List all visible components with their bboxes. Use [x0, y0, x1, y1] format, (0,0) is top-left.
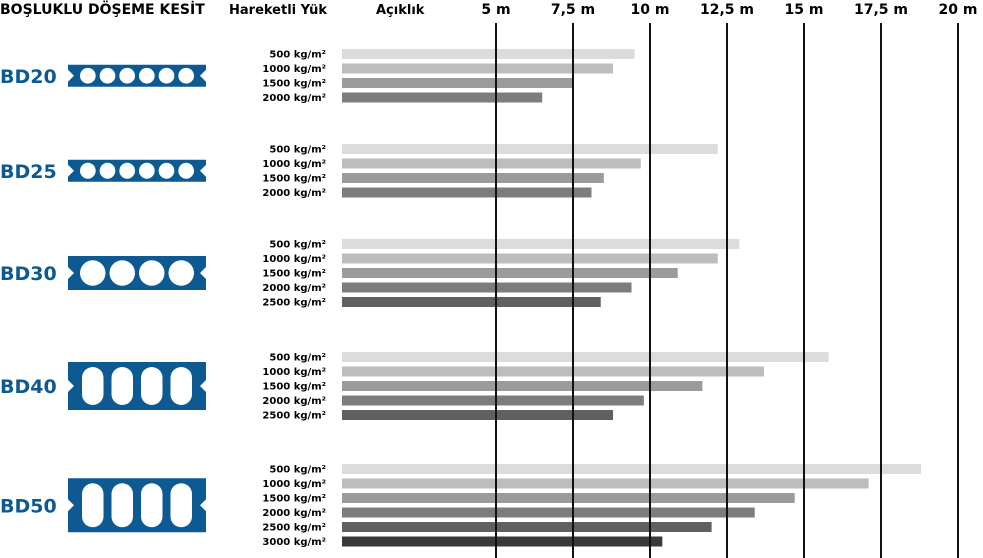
x-tick-label: 5 m	[481, 2, 510, 18]
span-bar	[342, 381, 703, 391]
load-label: 3000 kg/m²	[262, 537, 326, 548]
slab-void	[139, 162, 155, 179]
load-label: 1500 kg/m²	[262, 494, 326, 505]
load-label: 500 kg/m²	[269, 50, 326, 61]
x-tick-label: 20 m	[939, 2, 978, 18]
slab-void	[178, 162, 195, 179]
slab-void	[99, 67, 116, 84]
span-bar	[342, 366, 764, 377]
span-bar	[342, 282, 632, 293]
slab-void	[111, 367, 133, 405]
load-label: 1500 kg/m²	[262, 382, 326, 393]
load-label: 500 kg/m²	[269, 465, 326, 476]
span-bar	[342, 478, 869, 489]
slab-group-bd50: BD50 500 kg/m² 1000 kg/m² 1500 kg/m² 2000 kg…	[0, 464, 922, 548]
load-label: 1000 kg/m²	[262, 64, 326, 75]
load-label: 1000 kg/m²	[262, 254, 326, 265]
slab-group-bd30: BD30 500 kg/m² 1000 kg/m² 1500 kg/m² 2000 kg…	[0, 239, 740, 309]
slab-void	[80, 162, 96, 179]
slab-void	[82, 483, 104, 528]
span-bar	[342, 239, 740, 249]
span-bar	[342, 78, 573, 88]
slab-type-label: BD40	[0, 376, 57, 398]
section-header: BOŞLUKLU DÖŞEME KESİT	[0, 0, 205, 18]
slab-void	[80, 67, 96, 84]
load-label: 2000 kg/m²	[262, 93, 326, 104]
x-tick-label: 7,5 m	[551, 2, 595, 18]
x-tick-label: 15 m	[785, 2, 824, 18]
load-label: 2500 kg/m²	[262, 298, 326, 309]
slab-void	[170, 367, 192, 405]
load-label: 1000 kg/m²	[262, 159, 326, 170]
load-label: 2000 kg/m²	[262, 188, 326, 199]
slab-group-bd40: BD40 500 kg/m² 1000 kg/m² 1500 kg/m² 2000 kg…	[0, 352, 829, 422]
span-bar	[342, 410, 614, 420]
span-bar	[342, 522, 712, 532]
slab-type-label: BD25	[0, 161, 57, 183]
span-bar	[342, 253, 718, 264]
load-label: 1000 kg/m²	[262, 367, 326, 378]
load-label: 1500 kg/m²	[262, 174, 326, 185]
slab-group-bd25: BD25 500 kg/m² 1000 kg/m² 1500 kg/m² 2000 kg…	[0, 144, 718, 199]
slab-void	[170, 483, 192, 528]
slab-void	[141, 367, 163, 405]
span-bar	[342, 92, 543, 103]
load-label: 500 kg/m²	[269, 145, 326, 156]
span-bar	[342, 395, 644, 406]
slab-void	[168, 260, 194, 286]
load-label: 1000 kg/m²	[262, 479, 326, 490]
slab-groups: BD20 500 kg/m² 1000 kg/m² 1500 kg/m² 2000 kg…	[0, 49, 922, 548]
load-label: 2000 kg/m²	[262, 396, 326, 407]
span-bar	[342, 507, 755, 518]
load-label: 2500 kg/m²	[262, 523, 326, 534]
slab-group-bd20: BD20 500 kg/m² 1000 kg/m² 1500 kg/m² 2000 kg…	[0, 49, 635, 104]
load-label: 2500 kg/m²	[262, 411, 326, 422]
slab-void	[111, 483, 133, 528]
slab-void	[158, 67, 175, 84]
load-label: 500 kg/m²	[269, 353, 326, 364]
slab-void	[119, 162, 135, 179]
slab-void	[119, 67, 135, 84]
span-bar	[342, 536, 663, 547]
slab-void	[158, 162, 175, 179]
span-header: Açıklık	[376, 3, 425, 18]
span-bar	[342, 352, 829, 362]
slab-void	[139, 67, 155, 84]
x-tick-label: 10 m	[631, 2, 670, 18]
slab-void	[139, 260, 165, 286]
load-label: 1500 kg/m²	[262, 269, 326, 280]
span-bar	[342, 493, 795, 503]
load-label: 2000 kg/m²	[262, 283, 326, 294]
span-bar	[342, 297, 601, 307]
span-bar	[342, 144, 718, 154]
span-bar	[342, 158, 641, 169]
slab-type-label: BD30	[0, 263, 57, 285]
slab-void	[109, 260, 135, 286]
slab-section-shape	[68, 256, 206, 290]
slab-void	[141, 483, 163, 528]
x-tick-labels: 5 m 7,5 m 10 m 12,5 m 15 m 17,5 m 20 m	[481, 2, 977, 18]
span-bar	[342, 187, 592, 198]
load-header: Hareketli Yük	[229, 3, 327, 18]
gridlines	[495, 23, 959, 558]
span-bar	[342, 268, 678, 278]
slab-void	[82, 367, 104, 405]
slab-void	[80, 260, 106, 286]
slab-type-label: BD20	[0, 66, 57, 88]
load-label: 1500 kg/m²	[262, 79, 326, 90]
span-bar	[342, 63, 614, 74]
span-bar	[342, 173, 604, 183]
x-tick-label: 17,5 m	[854, 2, 908, 18]
x-tick-label: 12,5 m	[700, 2, 754, 18]
slab-void	[99, 162, 116, 179]
slab-type-label: BD50	[0, 495, 57, 517]
span-bar	[342, 49, 635, 59]
load-label: 500 kg/m²	[269, 240, 326, 251]
slab-void	[178, 67, 195, 84]
span-bar	[342, 464, 922, 474]
load-label: 2000 kg/m²	[262, 508, 326, 519]
